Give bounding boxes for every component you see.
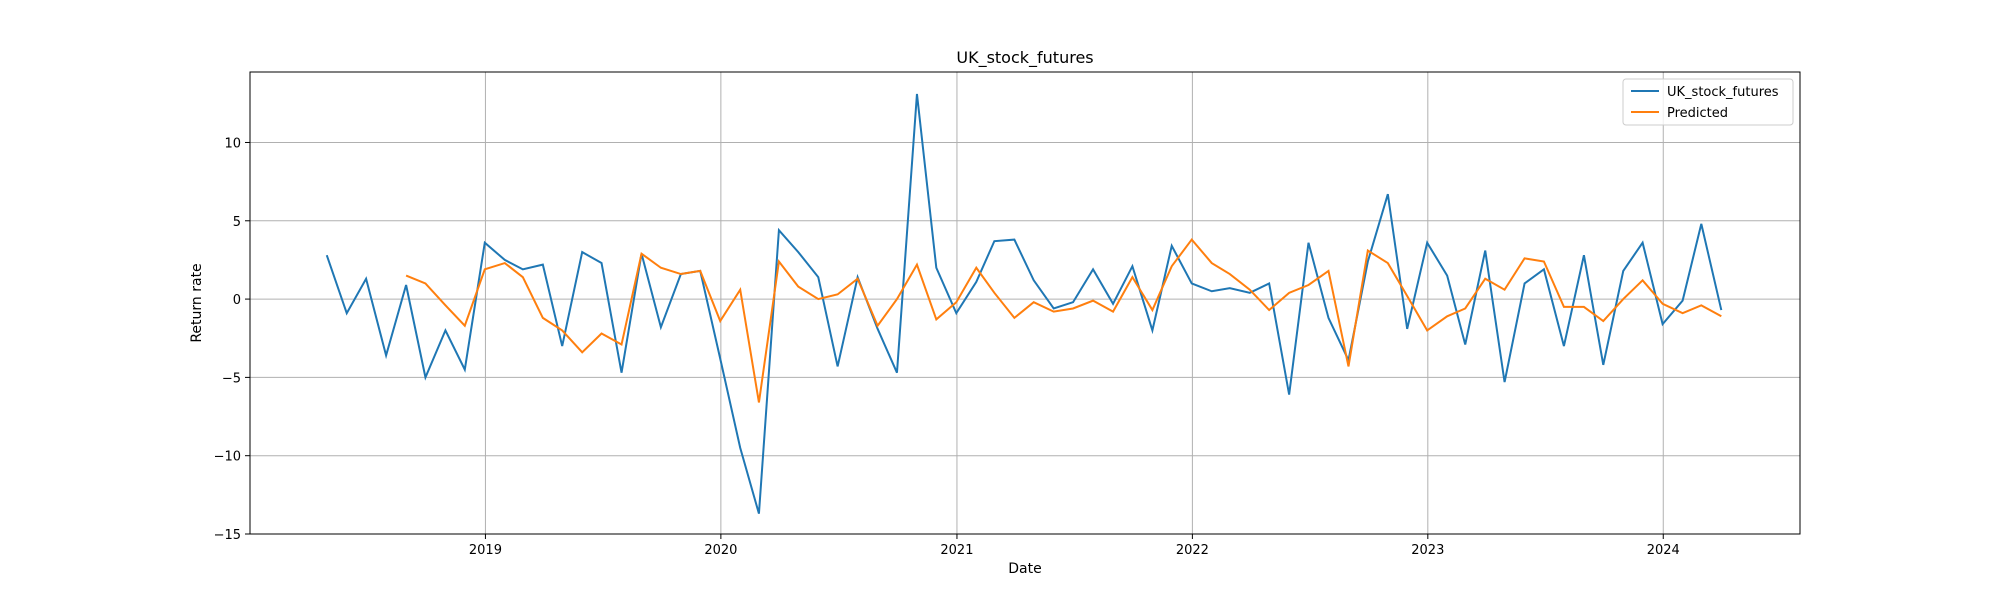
x-tick-label: 2024 — [1647, 543, 1680, 558]
y-tick-label: 10 — [224, 136, 241, 151]
x-tick-label: 2023 — [1411, 543, 1444, 558]
series-line-predicted — [405, 237, 1722, 403]
y-tick-label: 5 — [233, 215, 241, 230]
legend: UK_stock_futures Predicted — [1622, 78, 1794, 126]
y-tick-label: −15 — [214, 528, 241, 543]
y-axis-title: Return rate — [189, 263, 205, 342]
x-axis-title: Date — [1008, 561, 1041, 577]
x-tick-label: 2019 — [469, 543, 502, 558]
plot-frame — [249, 71, 1801, 535]
y-tick-label: −5 — [222, 371, 241, 386]
x-tick-label: 2022 — [1176, 543, 1209, 558]
legend-box — [1622, 78, 1794, 126]
x-tick-label: 2021 — [940, 543, 973, 558]
axis-ticks: 2019 2020 2021 2022 2023 2024 −15 −10 −5 0 5 10 — [214, 136, 1680, 558]
legend-label-predicted: Predicted — [1667, 106, 1728, 121]
chart-title: UK_stock_futures — [956, 48, 1093, 68]
x-tick-label: 2020 — [704, 543, 737, 558]
series-lines — [325, 93, 1723, 514]
series-line-uk-stock-futures — [325, 93, 1723, 514]
legend-label-uk-stock-futures: UK_stock_futures — [1667, 85, 1779, 100]
y-tick-label: 0 — [233, 293, 241, 308]
y-tick-label: −10 — [214, 450, 241, 465]
